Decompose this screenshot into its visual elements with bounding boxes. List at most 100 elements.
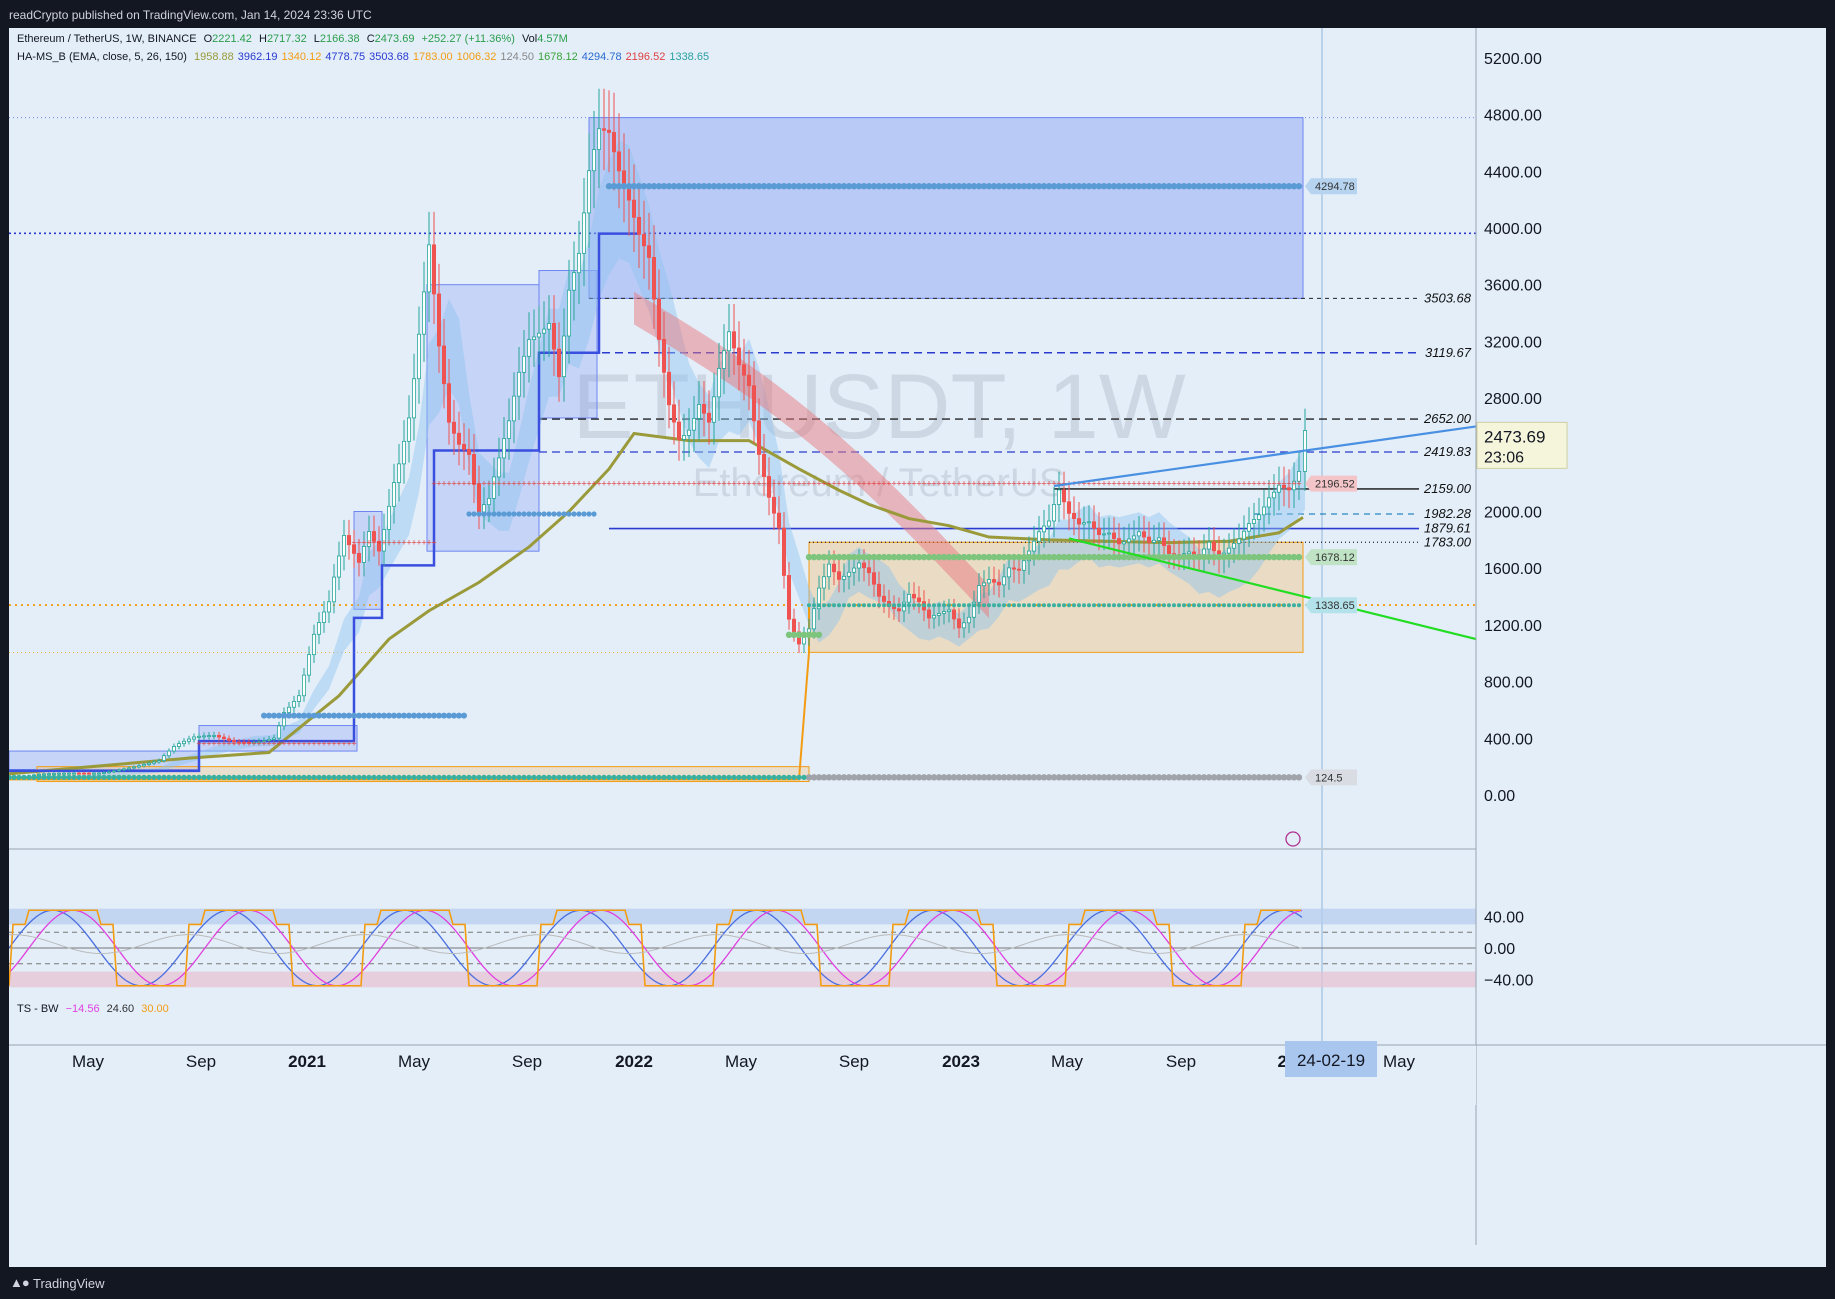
- candle-body: [912, 593, 917, 599]
- indicator-value: 1006.32: [456, 51, 497, 63]
- dot-level-4294: [1200, 183, 1208, 190]
- dot-level-1982: [511, 511, 517, 517]
- cross-level-2196: +: [531, 479, 536, 489]
- dot-level-1338: [1242, 603, 1246, 608]
- candle-body: [712, 396, 717, 423]
- cross-level-2196: +: [791, 479, 796, 489]
- dot-level-base: [446, 774, 452, 780]
- dot-level-base: [481, 774, 487, 780]
- dot-level-base: [486, 774, 492, 780]
- dot-level-1338: [967, 603, 971, 608]
- cross-level-2196: +: [781, 479, 786, 489]
- dot-level-base: [196, 774, 202, 780]
- chart-canvas[interactable]: ETHUSDT, 1W Ethereum / TetherUS ++++++++…: [9, 28, 1826, 1267]
- dot-level-4294: [940, 183, 948, 190]
- dot-level-1338: [1232, 603, 1236, 608]
- cross-level-2196: +: [1161, 479, 1166, 489]
- dot-level-base: [586, 774, 592, 780]
- cross-level-2196: +: [856, 479, 861, 489]
- cross-level-2196: +: [726, 479, 731, 489]
- cross-level-2196: +: [1026, 479, 1031, 489]
- dot-level-1982: [501, 511, 507, 517]
- dot-level-base: [801, 774, 807, 780]
- dot-level-1338: [1277, 603, 1281, 608]
- candle-body: [847, 571, 852, 577]
- candle-body: [772, 496, 777, 514]
- dot-level-1338: [1192, 603, 1196, 608]
- dot-level-1982: [496, 511, 502, 517]
- dot-level-1678: [1205, 553, 1213, 561]
- dot-level-124: [1230, 774, 1238, 781]
- cross-level-2196: +: [501, 479, 506, 489]
- dot-level-base: [656, 774, 662, 780]
- cross-level-2196: +: [1236, 479, 1241, 489]
- cross-level-2196: +: [681, 479, 686, 489]
- dot-level-4294: [1270, 183, 1278, 190]
- level-badge: [1305, 178, 1357, 195]
- candle-body: [132, 766, 137, 769]
- candle-body: [647, 245, 652, 258]
- dot-level-560: [336, 712, 342, 719]
- current-price-badge: [1476, 421, 1568, 469]
- dot-level-4294: [1030, 183, 1038, 190]
- dot-level-1678: [1040, 553, 1048, 561]
- candle-body: [516, 371, 521, 397]
- dot-level-base: [511, 774, 517, 780]
- dot-level-base: [331, 774, 337, 780]
- dot-level-base: [691, 774, 697, 780]
- candle-body: [542, 328, 547, 334]
- indicator-value: 4294.78: [581, 51, 622, 63]
- dot-level-1982: [521, 511, 527, 517]
- cross-level-1780: +: [426, 538, 431, 548]
- dot-level-1678: [1000, 553, 1008, 561]
- candle-body: [1277, 484, 1282, 493]
- dot-level-124: [840, 774, 848, 781]
- dot-level-1678: [940, 553, 948, 561]
- cross-level-2196: +: [596, 479, 601, 489]
- dot-level-4294: [1020, 183, 1028, 190]
- dot-level-560: [296, 712, 302, 719]
- candle-body: [957, 618, 962, 629]
- candle-body: [587, 170, 592, 214]
- dot-level-124: [835, 774, 843, 781]
- dot-level-1678: [1250, 553, 1258, 561]
- dot-level-124: [1205, 774, 1213, 781]
- dot-level-base: [16, 774, 22, 780]
- candle-body: [1007, 567, 1012, 578]
- dot-level-124: [1045, 774, 1053, 781]
- cross-level-365: +: [281, 738, 286, 748]
- dot-level-560: [306, 712, 312, 719]
- dot-level-4294: [645, 183, 653, 190]
- candle-body: [451, 421, 456, 434]
- cross-level-2196: +: [656, 479, 661, 489]
- cross-level-365: +: [196, 738, 201, 748]
- cross-level-2196: +: [1186, 479, 1191, 489]
- dot-level-124: [1225, 774, 1233, 781]
- candle-body: [982, 582, 987, 587]
- dot-level-1982: [531, 511, 537, 517]
- dot-level-124: [1185, 774, 1193, 781]
- candle-body: [1267, 497, 1272, 508]
- dot-level-124: [1065, 774, 1073, 781]
- dot-level-1678: [1180, 553, 1188, 561]
- dot-level-1678: [1020, 553, 1028, 561]
- dot-level-1338: [912, 603, 916, 608]
- dot-level-124: [865, 774, 873, 781]
- dot-level-base: [531, 774, 537, 780]
- dot-level-4294: [1090, 183, 1098, 190]
- candle-body: [127, 767, 132, 770]
- dot-level-1338: [1197, 603, 1201, 608]
- dot-level-base: [206, 774, 212, 780]
- cross-level-2196: +: [546, 479, 551, 489]
- dot-level-4294: [980, 183, 988, 190]
- dot-level-base: [296, 774, 302, 780]
- dot-level-1982: [566, 511, 572, 517]
- countdown-value: 23:06: [1484, 449, 1524, 466]
- dot-level-base: [111, 774, 117, 780]
- dot-level-4294: [1165, 183, 1173, 190]
- dot-level-1678: [1075, 553, 1083, 561]
- cross-level-1780: +: [366, 538, 371, 548]
- dot-level-base: [776, 774, 782, 780]
- cross-level-2196: +: [591, 479, 596, 489]
- candle-body: [1227, 547, 1232, 554]
